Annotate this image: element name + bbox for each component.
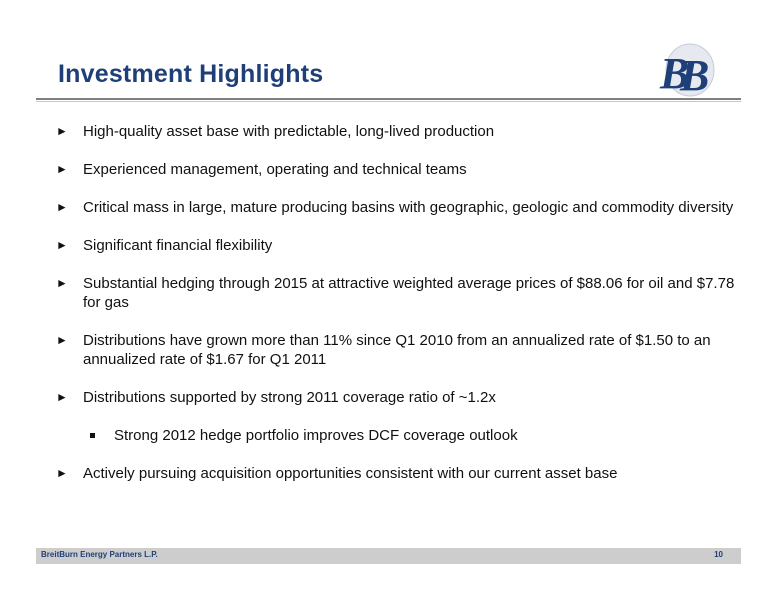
bullet-item: ► Significant financial flexibility bbox=[56, 236, 736, 255]
page-number: 10 bbox=[714, 550, 723, 559]
bullet-arrow-icon: ► bbox=[56, 333, 68, 347]
bullet-item: ► Substantial hedging through 2015 at at… bbox=[56, 274, 736, 312]
bullet-item: ► Critical mass in large, mature produci… bbox=[56, 198, 736, 217]
bullet-arrow-icon: ► bbox=[56, 276, 68, 290]
logo-letter-b2: B bbox=[679, 51, 709, 100]
bullet-text: Actively pursuing acquisition opportunit… bbox=[83, 465, 618, 482]
logo-letter-b1: B bbox=[659, 49, 689, 98]
sub-bullet-item: Strong 2012 hedge portfolio improves DCF… bbox=[56, 426, 736, 445]
bullet-text: Critical mass in large, mature producing… bbox=[83, 199, 734, 216]
bullet-list: ► High-quality asset base with predictab… bbox=[56, 122, 736, 483]
bullet-arrow-icon: ► bbox=[56, 390, 68, 404]
bullet-item: ► High-quality asset base with predictab… bbox=[56, 122, 736, 141]
bullet-arrow-icon: ► bbox=[56, 124, 68, 138]
bullet-item: ► Actively pursuing acquisition opportun… bbox=[56, 464, 736, 483]
bullet-arrow-icon: ► bbox=[56, 466, 68, 480]
bullet-arrow-icon: ► bbox=[56, 238, 68, 252]
breitburn-logo: B B bbox=[659, 43, 715, 100]
bullet-text: Substantial hedging through 2015 at attr… bbox=[83, 275, 735, 311]
bullet-text: Distributions have grown more than 11% s… bbox=[83, 332, 711, 368]
title-divider-shadow bbox=[36, 101, 741, 102]
square-bullet-icon bbox=[90, 433, 95, 438]
bullet-arrow-icon: ► bbox=[56, 200, 68, 214]
title-divider bbox=[36, 98, 741, 100]
footer-bar: BreitBurn Energy Partners L.P. 10 bbox=[36, 548, 741, 564]
bullet-item: ► Experienced management, operating and … bbox=[56, 160, 736, 179]
bullet-item: ► Distributions have grown more than 11%… bbox=[56, 331, 736, 369]
bullet-text: Experienced management, operating and te… bbox=[83, 161, 467, 178]
slide-title: Investment Highlights bbox=[58, 60, 324, 88]
sub-bullet-text: Strong 2012 hedge portfolio improves DCF… bbox=[114, 427, 518, 444]
bullet-arrow-icon: ► bbox=[56, 162, 68, 176]
bullet-text: Significant financial flexibility bbox=[83, 237, 273, 254]
footer-company-name: BreitBurn Energy Partners L.P. bbox=[41, 550, 158, 559]
bullet-item: ► Distributions supported by strong 2011… bbox=[56, 388, 736, 407]
bullet-text: Distributions supported by strong 2011 c… bbox=[83, 389, 496, 406]
bullet-text: High-quality asset base with predictable… bbox=[83, 123, 495, 140]
